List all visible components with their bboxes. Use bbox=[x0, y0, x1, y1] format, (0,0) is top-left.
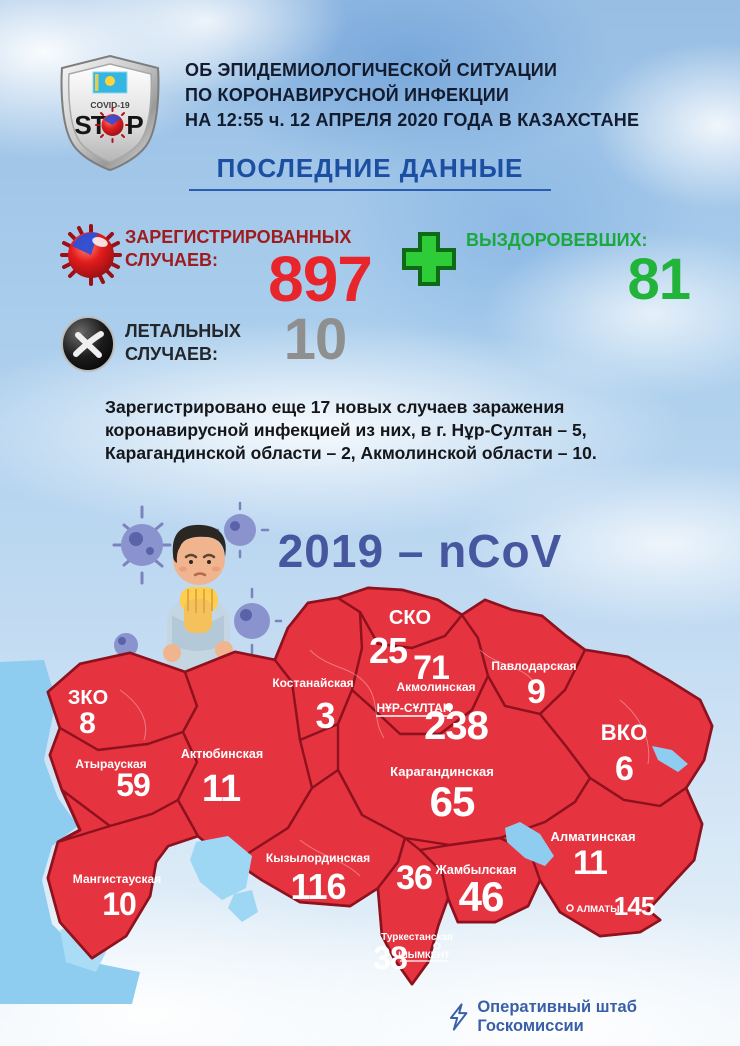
region-label-karaganda: Карагандинская bbox=[390, 764, 494, 779]
region-value-vko: 6 bbox=[615, 750, 633, 788]
region-label-sko: СКО bbox=[389, 607, 431, 629]
region-value-zko: 8 bbox=[79, 707, 95, 740]
lake-zaysan bbox=[652, 746, 688, 772]
aral-sea bbox=[190, 836, 252, 900]
new-cases-paragraph: Зарегистрировано еще 17 новых случаев за… bbox=[105, 397, 597, 463]
green-plus-icon bbox=[398, 228, 460, 295]
region-label-pavlodar: Павлодарская bbox=[491, 659, 576, 673]
region-value-sko: 25 bbox=[369, 630, 408, 671]
region-shape-turkestan bbox=[376, 836, 450, 986]
aral-sea-south bbox=[228, 890, 258, 922]
shymkent-dot bbox=[433, 942, 441, 950]
recovered-value: 81 bbox=[627, 247, 691, 312]
region-value-zhambyl: 46 bbox=[459, 873, 504, 920]
region-value-akmola: 71 bbox=[413, 649, 449, 687]
region-label-kostanay: Костанайская bbox=[272, 676, 353, 690]
caspian-sea bbox=[0, 660, 140, 1004]
recovered-label: ВЫЗДОРОВЕВШИХ: bbox=[466, 230, 648, 250]
ncov-caption: 2019 – nCoV bbox=[277, 525, 563, 577]
region-value-aktobe: 11 bbox=[202, 768, 241, 810]
region-label-atyrau: Атырауская bbox=[75, 757, 146, 771]
region-value-kyzylorda: 116 bbox=[290, 866, 345, 907]
lightning-icon bbox=[449, 1003, 468, 1031]
region-label-mangystau: Мангистауская bbox=[73, 872, 161, 886]
region-shape-zhambyl bbox=[418, 836, 542, 924]
registered-cases-label: ЗАРЕГИСТРИРОВАННЫХ СЛУЧАЕВ: bbox=[125, 227, 352, 270]
lethal-cases-value: 10 bbox=[283, 307, 348, 372]
logo-covid-label: COVID-19 bbox=[90, 100, 129, 110]
region-value-kostanay: 3 bbox=[315, 695, 334, 736]
region-value-almaty-region: 11 bbox=[573, 844, 607, 882]
shield-icon: COVID-19 ST P bbox=[60, 54, 160, 172]
footer-label: Оперативный штаб Госкомиссии bbox=[477, 998, 637, 1035]
black-cross-icon bbox=[58, 314, 118, 379]
region-value-turkestan: 36 bbox=[396, 859, 432, 897]
city-label-almaty: АЛМАТЫ bbox=[576, 904, 619, 915]
lethal-cases-label: ЛЕТАЛЬНЫХ СЛУЧАЕВ: bbox=[125, 321, 241, 364]
city-value-nur-sultan: 238 bbox=[424, 704, 488, 748]
region-shape-mangystau bbox=[46, 798, 200, 960]
city-label-nur-sultan: НҰР-СҰЛТАН bbox=[376, 701, 451, 715]
region-label-turkestan: Туркестанская bbox=[381, 932, 453, 943]
region-label-akmola: Акмолинская bbox=[396, 680, 475, 694]
region-value-pavlodar: 9 bbox=[527, 673, 545, 711]
footer-credit: Оперативный штаб Госкомиссии bbox=[448, 998, 740, 1036]
region-label-aktobe: Актюбинская bbox=[181, 747, 263, 761]
city-value-almaty: 145 bbox=[614, 891, 655, 921]
nur-sultan-dot bbox=[445, 703, 453, 711]
region-value-karaganda: 65 bbox=[430, 778, 475, 825]
region-shape-almaty-region bbox=[498, 776, 704, 938]
city-value-shymkent: 38 bbox=[373, 940, 407, 976]
latest-data-heading: ПОСЛЕДНИЕ ДАННЫЕ bbox=[0, 153, 740, 191]
region-value-mangystau: 10 bbox=[102, 886, 136, 922]
region-label-almaty-region: Алматинская bbox=[550, 829, 635, 844]
city-label-shymkent: ШЫМКЕНТ bbox=[398, 950, 450, 961]
coronavirus-icon bbox=[58, 222, 124, 293]
region-label-vko: ВКО bbox=[601, 720, 647, 745]
page-title: ОБ ЭПИДЕМИОЛОГИЧЕСКОЙ СИТУАЦИИ ПО КОРОНА… bbox=[185, 60, 640, 130]
region-value-atyrau: 59 bbox=[116, 767, 150, 803]
registered-cases-value: 897 bbox=[268, 243, 373, 315]
covid-stop-shield-logo: COVID-19 ST P bbox=[52, 52, 168, 179]
region-label-zko: ЗКО bbox=[68, 687, 108, 709]
almaty-dot bbox=[566, 904, 574, 912]
logo-stop-right: P bbox=[126, 110, 143, 140]
lake-balkhash bbox=[505, 822, 554, 866]
region-label-zhambyl: Жамбылская bbox=[434, 863, 516, 877]
region-label-kyzylorda: Кызылординская bbox=[266, 851, 370, 865]
